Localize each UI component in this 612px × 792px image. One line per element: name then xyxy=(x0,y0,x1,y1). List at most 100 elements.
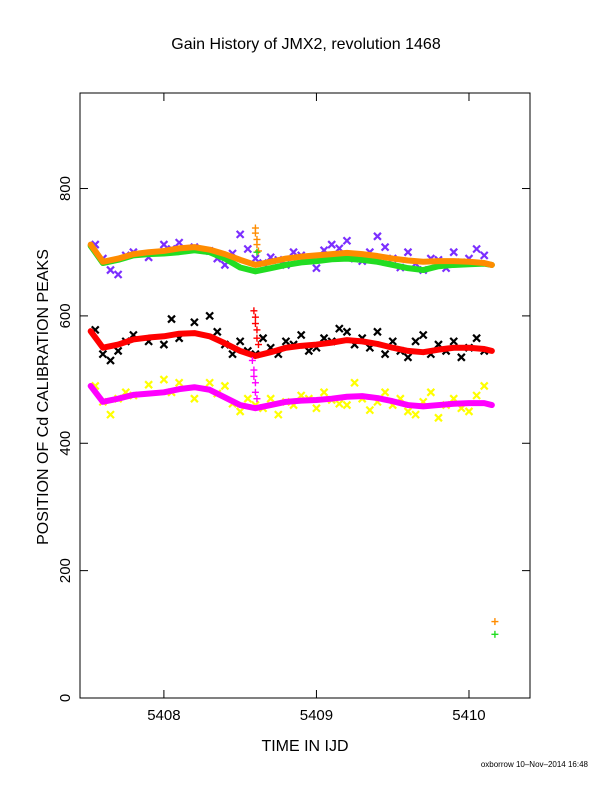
data-point xyxy=(250,307,258,315)
data-point xyxy=(113,346,123,356)
data-point xyxy=(235,407,245,416)
data-point xyxy=(251,388,259,396)
data-point xyxy=(304,346,314,356)
data-point xyxy=(342,400,352,410)
series-line xyxy=(87,328,495,360)
data-point xyxy=(159,240,169,249)
data-point xyxy=(243,394,253,403)
data-point xyxy=(254,341,262,349)
data-point xyxy=(106,265,115,275)
data-point xyxy=(258,333,268,343)
data-point xyxy=(464,407,474,416)
data-point xyxy=(472,244,481,254)
data-point xyxy=(174,378,184,388)
data-point xyxy=(251,313,259,321)
data-point xyxy=(426,388,436,397)
y-tick-label: 800 xyxy=(57,176,74,201)
data-point xyxy=(274,410,283,419)
data-point xyxy=(411,337,420,346)
data-point xyxy=(380,388,390,397)
plot-frame xyxy=(79,92,531,699)
data-point xyxy=(254,247,262,255)
data-point xyxy=(253,248,261,256)
y-tick-label: 400 xyxy=(57,431,74,456)
data-point xyxy=(253,334,261,342)
data-point xyxy=(144,380,153,389)
x-axis-label: TIME IN IJD xyxy=(261,738,349,755)
data-point xyxy=(205,378,214,388)
series-line xyxy=(87,382,495,412)
data-point xyxy=(434,413,443,423)
data-point xyxy=(251,320,259,328)
data-point xyxy=(113,270,123,279)
y-tick-label: 600 xyxy=(57,303,74,328)
data-point xyxy=(380,349,390,359)
data-point xyxy=(327,240,336,249)
data-point xyxy=(190,394,199,403)
x-tick-label: 5409 xyxy=(300,707,333,724)
data-point xyxy=(449,337,459,346)
data-point xyxy=(190,317,199,327)
data-marks xyxy=(87,224,499,638)
data-point xyxy=(403,353,413,362)
chart-title: Gain History of JMX2, revolution 1468 xyxy=(171,36,441,53)
data-point xyxy=(174,238,184,247)
data-point xyxy=(253,241,261,249)
data-point xyxy=(491,630,499,638)
data-point xyxy=(342,236,352,246)
footer-credit: oxborrow 10–Nov–2014 16:48 xyxy=(480,760,588,769)
data-point xyxy=(106,356,115,365)
data-point xyxy=(251,379,259,387)
data-point xyxy=(159,340,169,349)
data-point xyxy=(235,337,245,346)
data-point xyxy=(253,395,261,403)
data-point xyxy=(281,337,291,346)
series-line xyxy=(87,241,495,268)
data-point xyxy=(248,356,256,364)
data-point xyxy=(449,247,459,257)
data-point xyxy=(213,327,222,337)
data-point xyxy=(243,244,253,254)
data-point xyxy=(250,372,258,380)
data-point xyxy=(373,327,382,337)
data-point xyxy=(98,349,108,359)
data-point xyxy=(253,326,261,334)
data-point xyxy=(457,353,466,362)
y-axis-label: POSITION OF Cd CALIBRATION PEAKS xyxy=(35,249,52,545)
data-point xyxy=(296,330,306,340)
data-point xyxy=(205,311,214,321)
data-point xyxy=(472,391,481,400)
data-point xyxy=(479,381,489,391)
data-point xyxy=(491,618,499,626)
data-point xyxy=(342,327,352,337)
data-point xyxy=(403,407,413,416)
y-tick-label: 200 xyxy=(57,558,74,583)
data-point xyxy=(159,375,169,384)
x-tick-label: 5408 xyxy=(147,707,180,724)
data-point xyxy=(235,230,245,239)
data-point xyxy=(335,324,344,333)
data-point xyxy=(266,394,275,403)
axis-ticks: 5408 5409 5410 0 200 400 600 800 xyxy=(57,93,530,724)
data-point xyxy=(106,410,115,419)
data-point xyxy=(365,405,375,415)
data-point xyxy=(335,399,344,409)
data-point xyxy=(403,247,413,257)
data-point xyxy=(411,410,420,419)
data-point xyxy=(220,381,230,391)
data-point xyxy=(350,378,359,388)
x-tick-label: 5410 xyxy=(452,707,485,724)
y-tick-label: 0 xyxy=(57,694,74,702)
data-point xyxy=(312,403,321,413)
data-point xyxy=(472,333,481,343)
data-point xyxy=(418,330,428,340)
data-point xyxy=(479,251,489,260)
data-point xyxy=(373,232,382,241)
data-point xyxy=(228,349,237,359)
data-point xyxy=(250,366,258,374)
data-point xyxy=(319,388,329,397)
data-point xyxy=(251,254,260,263)
data-point xyxy=(388,337,397,346)
data-point xyxy=(251,229,259,237)
